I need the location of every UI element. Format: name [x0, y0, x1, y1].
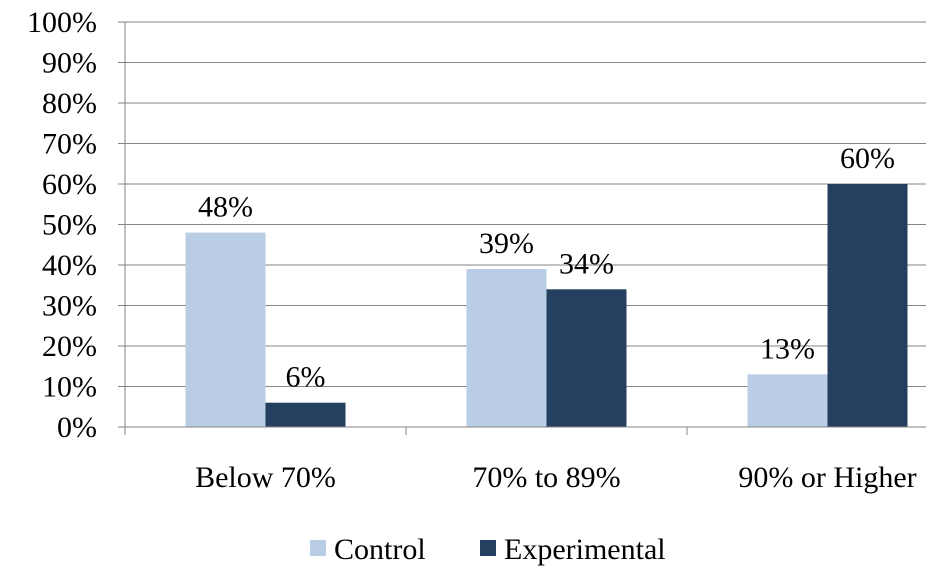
- data-label: 6%: [286, 361, 326, 394]
- legend: Control Experimental: [310, 533, 666, 566]
- legend-swatch-experimental: [480, 540, 496, 556]
- bar-control: [466, 269, 547, 427]
- bar-control: [185, 232, 266, 427]
- x-tick-label: 70% to 89%: [472, 461, 620, 494]
- legend-label-control: Control: [334, 533, 426, 566]
- bars: [185, 184, 908, 427]
- data-label: 13%: [760, 332, 815, 365]
- y-tick-label: 80%: [42, 87, 97, 120]
- y-tick-label: 70%: [42, 128, 97, 161]
- y-tick-label: 90%: [42, 47, 97, 80]
- y-tick-label: 40%: [42, 249, 97, 282]
- y-tick-label: 20%: [42, 330, 97, 363]
- y-tick-label: 60%: [42, 168, 97, 201]
- y-tick-label: 10%: [42, 371, 97, 404]
- bar-experimental: [265, 402, 346, 427]
- data-label: 34%: [559, 247, 614, 280]
- x-tick-label: 90% or Higher: [738, 461, 916, 494]
- bar-experimental: [827, 184, 908, 427]
- legend-swatch-control: [310, 540, 326, 556]
- bar-control: [747, 374, 828, 427]
- data-label: 60%: [840, 142, 895, 175]
- data-label: 39%: [479, 227, 534, 260]
- y-tick-label: 0%: [57, 411, 97, 444]
- x-tick-label: Below 70%: [195, 461, 336, 494]
- data-labels: 48% 6% 39% 34% 13% 60%: [198, 142, 895, 394]
- y-tick-label: 50%: [42, 209, 97, 242]
- bar-experimental: [546, 289, 627, 427]
- legend-label-experimental: Experimental: [504, 533, 666, 566]
- y-tick-label: 100%: [27, 6, 97, 39]
- data-label: 48%: [198, 191, 253, 224]
- y-tick-label: 30%: [42, 290, 97, 323]
- axes: 0% 10% 20% 30% 40% 50% 60% 70% 80% 90% 100% Below 7…: [27, 6, 926, 494]
